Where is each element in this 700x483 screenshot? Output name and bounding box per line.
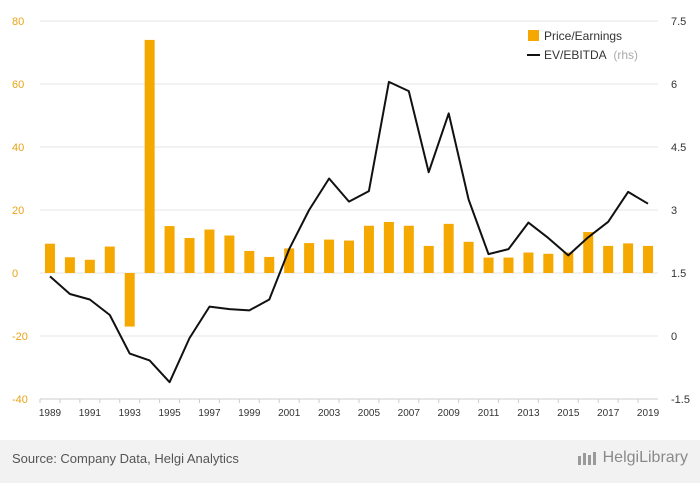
ev-ebitda-line bbox=[49, 80, 649, 384]
helgi-library-logo: HelgiLibrary bbox=[577, 449, 688, 467]
x-tick-label: 2015 bbox=[557, 408, 580, 419]
x-tick-label: 2017 bbox=[597, 408, 620, 419]
right-tick-label: 0 bbox=[671, 331, 677, 343]
x-tick-label: 2007 bbox=[398, 408, 421, 419]
pe-bar bbox=[84, 259, 95, 273]
x-tick-label: 2001 bbox=[278, 408, 301, 419]
legend-swatch-pe bbox=[528, 30, 539, 41]
pe-bar bbox=[164, 226, 175, 273]
x-axis: 1989 1991 1993 1995 1997 1999 2001 2003 2005 2007… bbox=[39, 398, 660, 419]
legend: Price/Earnings EV/EBITDA (rhs) bbox=[527, 29, 638, 62]
legend-label-ev: EV/EBITDA (rhs) bbox=[544, 48, 638, 62]
left-tick-label: 80 bbox=[12, 16, 24, 28]
right-tick-label: 7.5 bbox=[671, 16, 686, 28]
pe-bar bbox=[503, 257, 514, 273]
pe-bar bbox=[144, 39, 155, 274]
right-tick-label: -1.5 bbox=[671, 394, 690, 406]
logo-text: HelgiLibrary bbox=[602, 449, 688, 466]
pe-bar bbox=[623, 243, 634, 273]
pe-bar bbox=[64, 257, 75, 273]
pe-bar bbox=[204, 229, 215, 273]
pe-bar bbox=[403, 225, 414, 273]
pe-bar bbox=[284, 248, 295, 273]
pe-bar bbox=[423, 245, 434, 273]
x-tick-label: 1989 bbox=[39, 408, 62, 419]
pe-bar bbox=[443, 223, 454, 273]
left-tick-label: -40 bbox=[12, 394, 28, 406]
left-tick-label: 20 bbox=[12, 205, 24, 217]
pe-bars bbox=[44, 39, 654, 327]
pe-bar bbox=[563, 252, 574, 273]
pe-bar bbox=[264, 256, 275, 273]
library-icon bbox=[577, 450, 599, 466]
x-tick-label: 1993 bbox=[119, 408, 142, 419]
legend-label-ev-suffix: (rhs) bbox=[613, 48, 638, 62]
right-tick-label: 4.5 bbox=[671, 142, 686, 154]
right-tick-label: 3 bbox=[671, 205, 677, 217]
x-tick-label: 2019 bbox=[637, 408, 660, 419]
pe-bar bbox=[463, 241, 474, 273]
x-tick-label: 2009 bbox=[438, 408, 461, 419]
pe-bar bbox=[44, 243, 55, 273]
pe-bar bbox=[383, 221, 394, 273]
left-tick-label: 40 bbox=[12, 142, 24, 154]
legend-label-ev-name: EV/EBITDA bbox=[544, 48, 607, 62]
pe-bar bbox=[583, 232, 594, 273]
legend-label-pe: Price/Earnings bbox=[544, 29, 622, 43]
left-tick-label: 0 bbox=[12, 268, 18, 280]
right-tick-label: 1.5 bbox=[671, 268, 686, 280]
pe-bar bbox=[104, 246, 115, 273]
pe-bar bbox=[483, 257, 494, 273]
footer: Source: Company Data, Helgi Analytics He… bbox=[0, 440, 700, 483]
x-tick-label: 1991 bbox=[79, 408, 102, 419]
pe-bar bbox=[603, 245, 614, 273]
pe-bar bbox=[543, 253, 554, 273]
x-tick-label: 2003 bbox=[318, 408, 341, 419]
pe-bar bbox=[523, 252, 534, 273]
pe-bar bbox=[124, 273, 135, 327]
pe-bar bbox=[643, 245, 654, 273]
ev-ebitda-polyline bbox=[49, 80, 649, 384]
left-tick-label: -20 bbox=[12, 331, 28, 343]
pe-bar bbox=[184, 238, 195, 273]
pe-bar bbox=[304, 243, 315, 273]
x-tick-label: 2011 bbox=[478, 408, 500, 419]
x-tick-label: 1995 bbox=[158, 408, 181, 419]
source-text: Source: Company Data, Helgi Analytics bbox=[12, 451, 239, 466]
x-tick-label: 1999 bbox=[238, 408, 261, 419]
left-tick-label: 60 bbox=[12, 79, 24, 91]
x-tick-label: 2013 bbox=[517, 408, 540, 419]
pe-bar bbox=[244, 250, 255, 273]
combo-chart: -40 -20 0 20 40 60 80 -1.5 0 1.5 3 4.5 6 7.5 1989 199… bbox=[12, 16, 690, 419]
pe-bar bbox=[324, 239, 335, 273]
gridlines bbox=[40, 20, 658, 400]
pe-bar bbox=[363, 225, 374, 273]
x-tick-label: 2005 bbox=[358, 408, 381, 419]
left-axis: -40 -20 0 20 40 60 80 bbox=[12, 16, 28, 406]
right-axis: -1.5 0 1.5 3 4.5 6 7.5 bbox=[671, 16, 690, 406]
pe-bar bbox=[224, 235, 235, 273]
x-tick-label: 1997 bbox=[198, 408, 221, 419]
pe-bar bbox=[344, 240, 354, 273]
right-tick-label: 6 bbox=[671, 79, 677, 91]
